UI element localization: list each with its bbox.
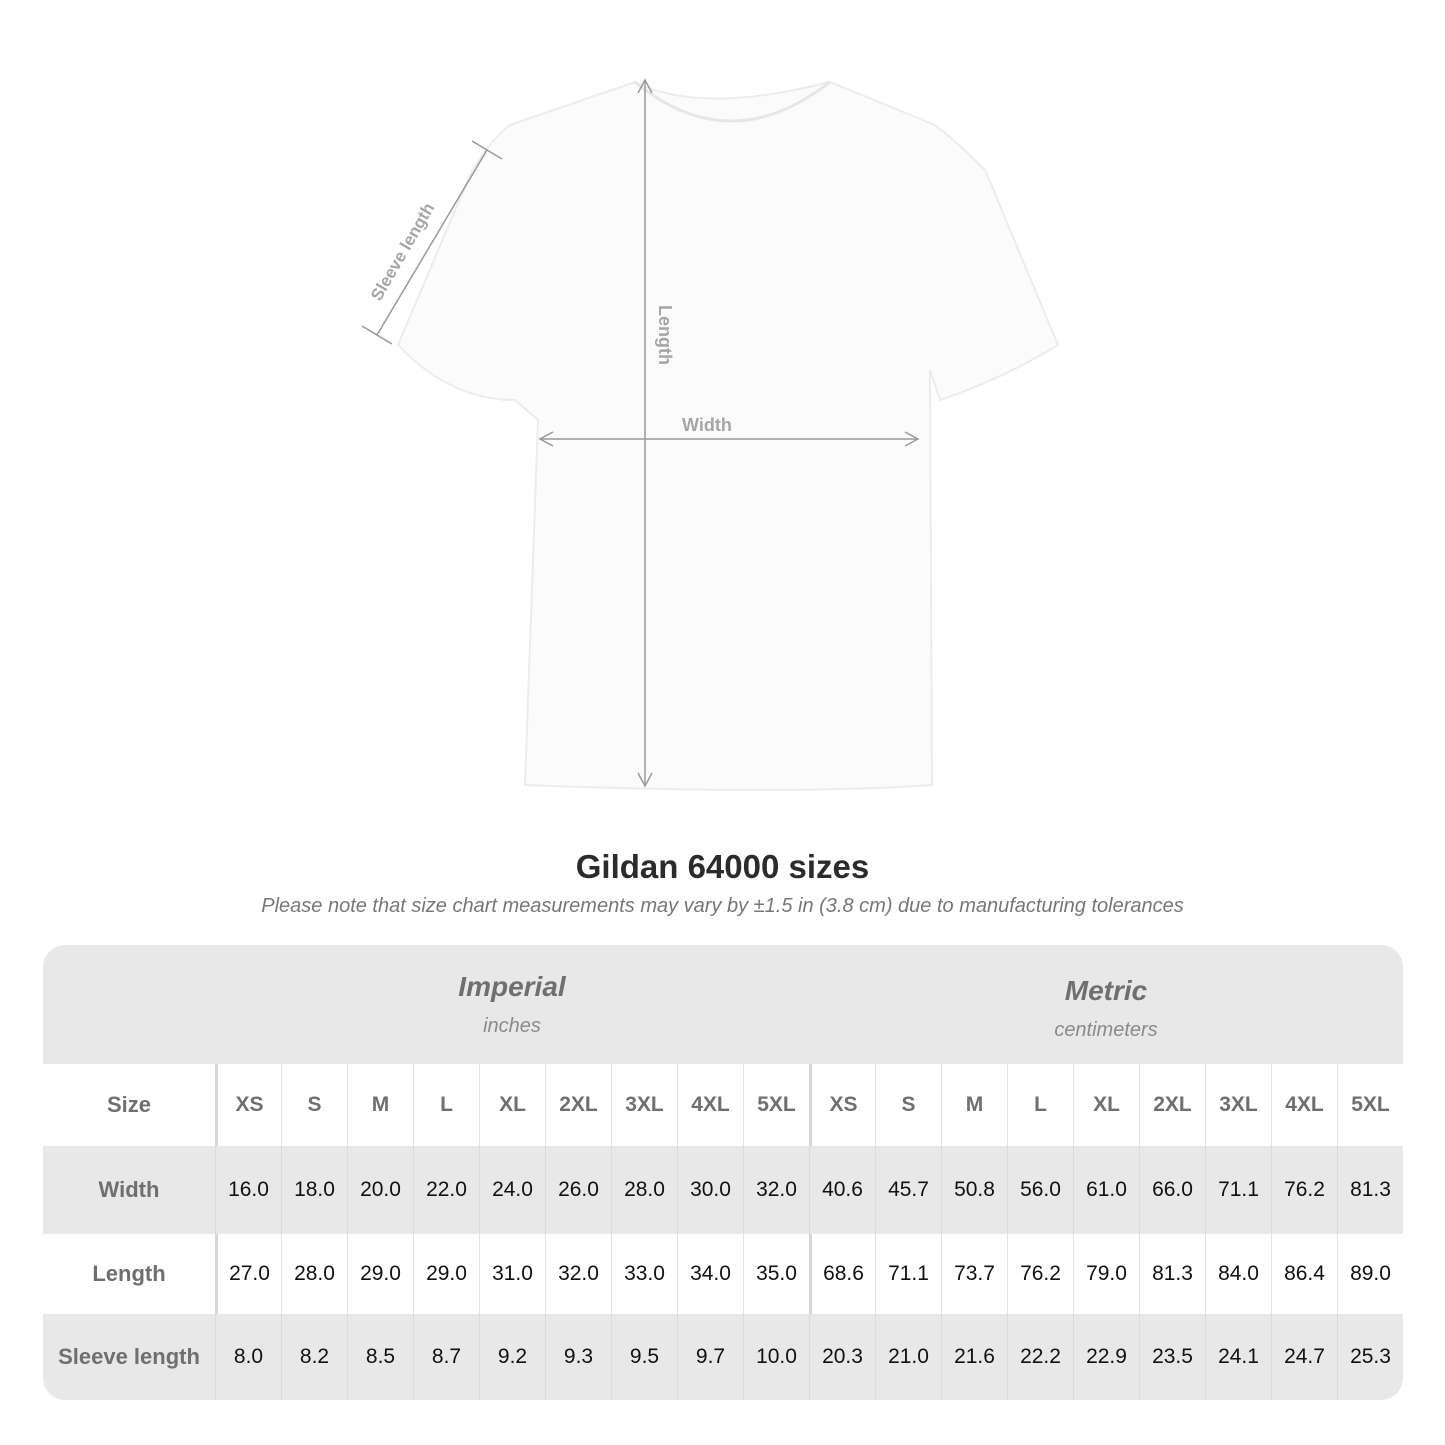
tshirt-shape xyxy=(396,80,1060,791)
imperial-value-cell: 24.0 xyxy=(479,1146,545,1234)
metric-size-header: M xyxy=(941,1064,1007,1146)
metric-size-header: S xyxy=(875,1064,941,1146)
imperial-value-cell: 16.0 xyxy=(215,1146,281,1234)
imperial-value-cell: 28.0 xyxy=(281,1234,347,1314)
table-row: Width 16.0 18.0 20.0 22.0 24.0 26.0 28.0 30.0 32.… xyxy=(43,1146,1403,1234)
metric-value-cell: 84.0 xyxy=(1205,1234,1271,1314)
imperial-size-header: L xyxy=(413,1064,479,1146)
imperial-value-cell: 8.2 xyxy=(281,1314,347,1400)
metric-value-cell: 45.7 xyxy=(875,1146,941,1234)
row-label: Sleeve length xyxy=(58,1344,200,1369)
imperial-value-cell: 30.0 xyxy=(677,1146,743,1234)
imperial-value-cell: 9.2 xyxy=(479,1314,545,1400)
metric-value-cell: 66.0 xyxy=(1139,1146,1205,1234)
page-title: Gildan 64000 sizes xyxy=(575,848,870,885)
width-label: Width xyxy=(682,415,732,435)
imperial-value-cell: 31.0 xyxy=(479,1234,545,1314)
imperial-value-cell: 33.0 xyxy=(611,1234,677,1314)
imperial-value-cell: 9.7 xyxy=(677,1314,743,1400)
metric-size-header: XS xyxy=(809,1064,875,1146)
imperial-value-cell: 10.0 xyxy=(743,1314,809,1400)
imperial-value-cell: 9.3 xyxy=(545,1314,611,1400)
imperial-value-cell: 22.0 xyxy=(413,1146,479,1234)
metric-size-header: 3XL xyxy=(1205,1064,1271,1146)
imperial-value-cell: 8.7 xyxy=(413,1314,479,1400)
metric-value-cell: 81.3 xyxy=(1337,1146,1403,1234)
metric-value-cell: 73.7 xyxy=(941,1234,1007,1314)
imperial-value-cell: 29.0 xyxy=(347,1234,413,1314)
imperial-value-cell: 35.0 xyxy=(743,1234,809,1314)
metric-value-cell: 25.3 xyxy=(1337,1314,1403,1400)
size-header-row: Size XS S M L XL 2XL 3XL 4XL 5XL XS S M L XL 2XL 3XL 4XL 5… xyxy=(43,1064,1403,1146)
metric-value-cell: 71.1 xyxy=(875,1234,941,1314)
metric-size-header: L xyxy=(1007,1064,1073,1146)
metric-value-cell: 24.1 xyxy=(1205,1314,1271,1400)
imperial-value-cell: 8.5 xyxy=(347,1314,413,1400)
imperial-value-cell: 26.0 xyxy=(545,1146,611,1234)
metric-value-cell: 24.7 xyxy=(1271,1314,1337,1400)
size-table: Imperial inches Metric centimeters Size X… xyxy=(43,945,1403,1400)
imperial-unit: inches xyxy=(483,1015,541,1037)
metric-size-header: XL xyxy=(1073,1064,1139,1146)
metric-value-cell: 61.0 xyxy=(1073,1146,1139,1234)
metric-value-cell: 50.8 xyxy=(941,1146,1007,1234)
metric-value-cell: 23.5 xyxy=(1139,1314,1205,1400)
imperial-value-cell: 8.0 xyxy=(215,1314,281,1400)
metric-value-cell: 20.3 xyxy=(809,1314,875,1400)
imperial-size-header: XL xyxy=(479,1064,545,1146)
metric-value-cell: 76.2 xyxy=(1271,1146,1337,1234)
imperial-size-header: XS xyxy=(215,1064,281,1146)
metric-size-header: 5XL xyxy=(1337,1064,1403,1146)
imperial-value-cell: 32.0 xyxy=(545,1234,611,1314)
metric-value-cell: 56.0 xyxy=(1007,1146,1073,1234)
length-label: Length xyxy=(655,305,675,365)
metric-value-cell: 21.6 xyxy=(941,1314,1007,1400)
imperial-value-cell: 20.0 xyxy=(347,1146,413,1234)
imperial-header: Imperial inches xyxy=(215,945,809,1090)
imperial-value-cell: 32.0 xyxy=(743,1146,809,1234)
imperial-value-cell: 27.0 xyxy=(215,1234,281,1314)
imperial-size-header: 2XL xyxy=(545,1064,611,1146)
imperial-value-cell: 34.0 xyxy=(677,1234,743,1314)
metric-value-cell: 22.2 xyxy=(1007,1314,1073,1400)
metric-value-cell: 86.4 xyxy=(1271,1234,1337,1314)
metric-unit: centimeters xyxy=(1054,1019,1158,1041)
imperial-value-cell: 9.5 xyxy=(611,1314,677,1400)
size-label: Size xyxy=(106,1092,152,1117)
imperial-size-header: 3XL xyxy=(611,1064,677,1146)
tshirt-diagram: Sleeve length Length Width xyxy=(361,78,1060,791)
metric-title: Metric xyxy=(1064,975,1148,1006)
metric-value-cell: 21.0 xyxy=(875,1314,941,1400)
metric-header: Metric centimeters xyxy=(809,945,1403,1094)
sleeve-arrow xyxy=(376,149,488,336)
tolerance-note: Please note that size chart measurements… xyxy=(261,895,1184,917)
metric-value-cell: 71.1 xyxy=(1205,1146,1271,1234)
row-label: Width xyxy=(98,1177,160,1202)
metric-value-cell: 40.6 xyxy=(809,1146,875,1234)
metric-value-cell: 79.0 xyxy=(1073,1234,1139,1314)
imperial-value-cell: 29.0 xyxy=(413,1234,479,1314)
metric-value-cell: 22.9 xyxy=(1073,1314,1139,1400)
table-row: Length 27.0 28.0 29.0 29.0 31.0 32.0 33.0 34.0 35… xyxy=(43,1234,1403,1314)
metric-value-cell: 81.3 xyxy=(1139,1234,1205,1314)
tshirt-collar xyxy=(634,80,831,123)
imperial-value-cell: 28.0 xyxy=(611,1146,677,1234)
row-label: Length xyxy=(92,1261,166,1286)
imperial-size-header: 4XL xyxy=(677,1064,743,1146)
imperial-size-header: S xyxy=(281,1064,347,1146)
metric-value-cell: 89.0 xyxy=(1337,1234,1403,1314)
table-row: Sleeve length 8.0 8.2 8.5 8.7 9.2 9.3 9.5 9.7 10.… xyxy=(43,1314,1403,1400)
imperial-value-cell: 18.0 xyxy=(281,1146,347,1234)
metric-value-cell: 76.2 xyxy=(1007,1234,1073,1314)
metric-value-cell: 68.6 xyxy=(809,1234,875,1314)
imperial-size-header: M xyxy=(347,1064,413,1146)
metric-size-header: 4XL xyxy=(1271,1064,1337,1146)
imperial-title: Imperial xyxy=(458,971,566,1002)
imperial-size-header: 5XL xyxy=(743,1064,809,1146)
metric-size-header: 2XL xyxy=(1139,1064,1205,1146)
